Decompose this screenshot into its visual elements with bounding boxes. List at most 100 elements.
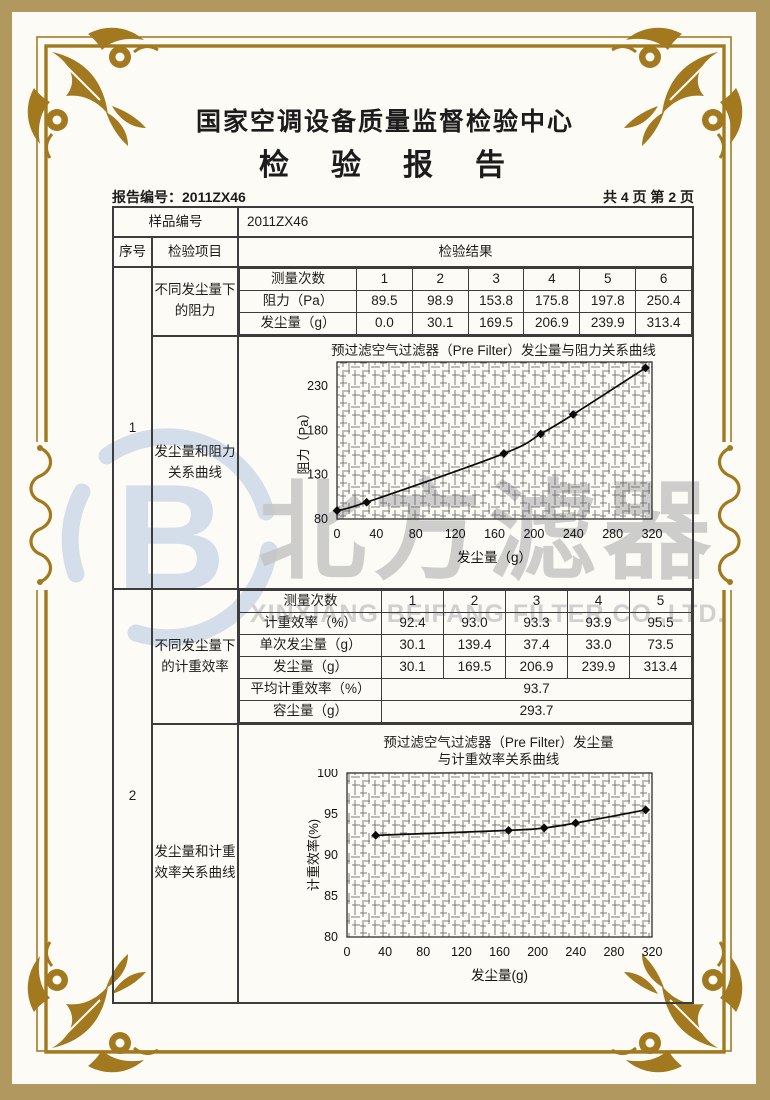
- value-cell: 95.5: [629, 612, 692, 636]
- value-cell: 250.4: [635, 289, 692, 313]
- chart2-title-line2: 与计重效率关系曲线: [437, 752, 560, 768]
- row-label: 测量次数: [239, 590, 382, 614]
- svg-text:240: 240: [562, 527, 583, 541]
- row-label: 容尘量（g）: [239, 699, 382, 723]
- svg-text:200: 200: [523, 527, 544, 541]
- table-row: 发尘量（g） 0.0 30.1 169.5 206.9 239.9 313.4: [239, 311, 692, 335]
- row-label: 阻力（Pa）: [239, 289, 357, 313]
- page-indicator: 共 4 页 第 2 页: [602, 189, 694, 205]
- resistance-chart-container: 预过滤空气过滤器（Pre Filter）发尘量与阻力关系曲线: [239, 342, 692, 588]
- value-cell: 30.1: [411, 311, 469, 335]
- value-cell: 33.0: [567, 634, 630, 657]
- table-row: 测量次数 1 2 3 4 5 6: [239, 268, 692, 291]
- table-header-row: 序号 检验项目 检验结果: [112, 236, 694, 268]
- svg-text:80: 80: [416, 945, 430, 959]
- value-cell: 3: [505, 590, 568, 614]
- value-cell: 239.9: [579, 311, 637, 335]
- block1-seq-cell: 1: [112, 265, 153, 591]
- svg-text:80: 80: [314, 512, 328, 526]
- value-cell: 239.9: [567, 656, 630, 679]
- svg-text:160: 160: [489, 945, 510, 959]
- resistance-table: 测量次数 1 2 3 4 5 6 阻力（Pa） 89.5 98.9 153.8 …: [239, 268, 692, 335]
- value-cell: 1: [381, 590, 444, 614]
- value-cell: 169.5: [467, 311, 525, 335]
- svg-text:85: 85: [324, 889, 338, 903]
- report-number: 报告编号：2011ZX46: [112, 189, 246, 205]
- value-cell: 89.5: [356, 289, 413, 313]
- block1-data-row: 1 不同发尘量下的阻力 测量次数 1 2 3 4 5 6 阻力（Pa）: [112, 265, 694, 591]
- header-item-cell: 检验项目: [151, 236, 239, 268]
- svg-text:320: 320: [641, 945, 662, 959]
- block2-item-top-cell: 不同发尘量下的计重效率: [151, 588, 239, 725]
- value-cell: 4: [567, 590, 630, 614]
- block1-item-bottom-cell: 发尘量和阻力关系曲线: [151, 334, 239, 591]
- value-cell: 175.8: [523, 289, 581, 313]
- value-cell: 30.1: [381, 634, 444, 657]
- header-result-cell: 检验结果: [237, 236, 694, 268]
- value-cell: 5: [579, 268, 637, 291]
- value-cell: 139.4: [443, 634, 506, 657]
- value-cell: 92.4: [381, 612, 444, 636]
- row-label: 发尘量（g）: [239, 656, 382, 679]
- svg-text:95: 95: [324, 807, 338, 821]
- svg-text:200: 200: [527, 945, 548, 959]
- svg-text:100: 100: [317, 769, 338, 780]
- organization-title: 国家空调设备质量监督检验中心: [195, 108, 574, 136]
- average-efficiency-value: 93.7: [381, 677, 692, 701]
- block1-chart-row: 发尘量和阻力关系曲线 预过滤空气过滤器（Pre Filter）发尘量与阻力关系曲…: [113, 334, 694, 591]
- report-meta-row: 报告编号：2011ZX46 共 4 页 第 2 页: [112, 187, 694, 207]
- value-cell: 98.9: [411, 289, 469, 313]
- value-cell: 73.5: [629, 634, 692, 657]
- svg-text:320: 320: [641, 527, 662, 541]
- row-label: 计重效率（%）: [239, 612, 382, 636]
- value-cell: 2: [411, 268, 469, 291]
- chart1-title: 预过滤空气过滤器（Pre Filter）发尘量与阻力关系曲线: [331, 342, 656, 358]
- value-cell: 5: [629, 590, 692, 614]
- value-cell: 2: [443, 590, 506, 614]
- svg-text:230: 230: [307, 379, 328, 393]
- value-cell: 93.9: [567, 612, 630, 636]
- dust-capacity-row: 容尘量（g） 293.7: [239, 699, 692, 723]
- row-label: 单次发尘量（g）: [239, 634, 382, 657]
- svg-text:120: 120: [450, 945, 471, 959]
- value-cell: 37.4: [505, 634, 568, 657]
- svg-text:80: 80: [408, 527, 422, 541]
- svg-text:计重效率(%): 计重效率(%): [306, 819, 321, 891]
- average-efficiency-row: 平均计重效率（%） 93.7: [239, 677, 692, 701]
- svg-text:40: 40: [369, 527, 383, 541]
- chart2-title-line1: 预过滤空气过滤器（Pre Filter）发尘量: [383, 734, 614, 750]
- block2-seq-cell: 2: [112, 588, 153, 1004]
- value-cell: 153.8: [467, 289, 525, 313]
- svg-text:40: 40: [378, 945, 392, 959]
- value-cell: 206.9: [505, 656, 568, 679]
- value-cell: 30.1: [381, 656, 444, 679]
- value-cell: 169.5: [443, 656, 506, 679]
- value-cell: 93.3: [505, 612, 568, 636]
- report-title: 检 验 报 告: [259, 149, 511, 182]
- row-label: 测量次数: [239, 268, 357, 291]
- table-row: 计重效率（%） 92.4 93.0 93.3 93.9 95.5: [239, 612, 692, 636]
- svg-text:阻力（Pa）: 阻力（Pa）: [296, 407, 311, 475]
- svg-text:280: 280: [603, 945, 624, 959]
- block2-data-row: 2 不同发尘量下的计重效率 测量次数 1 2 3 4 5 计重效率（%） 9: [112, 588, 694, 1004]
- table-row: 发尘量（g） 30.1 169.5 206.9 239.9 313.4: [239, 656, 692, 679]
- sample-row: 样品编号 2011ZX46: [112, 206, 694, 238]
- value-cell: 93.0: [443, 612, 506, 636]
- block1-item-top-cell: 不同发尘量下的阻力: [151, 266, 239, 337]
- value-cell: 197.8: [579, 289, 637, 313]
- table-row: 测量次数 1 2 3 4 5: [239, 590, 692, 614]
- efficiency-table: 测量次数 1 2 3 4 5 计重效率（%） 92.4 93.0 93.3 93…: [239, 590, 692, 723]
- value-cell: 1: [356, 268, 413, 291]
- sample-value-cell: 2011ZX46: [237, 206, 694, 238]
- value-cell: 4: [523, 268, 581, 291]
- svg-text:0: 0: [343, 945, 350, 959]
- block2-item-bottom-cell: 发尘量和计重效率关系曲线: [151, 722, 239, 1004]
- svg-text:160: 160: [484, 527, 505, 541]
- value-cell: 6: [635, 268, 692, 291]
- header-seq-cell: 序号: [112, 236, 153, 268]
- block2-chart-row: 发尘量和计重效率关系曲线 预过滤空气过滤器（Pre Filter）发尘量 与计重…: [113, 722, 694, 1004]
- table-row: 阻力（Pa） 89.5 98.9 153.8 175.8 197.8 250.4: [239, 289, 692, 313]
- value-cell: 206.9: [523, 311, 581, 335]
- value-cell: 313.4: [635, 311, 692, 335]
